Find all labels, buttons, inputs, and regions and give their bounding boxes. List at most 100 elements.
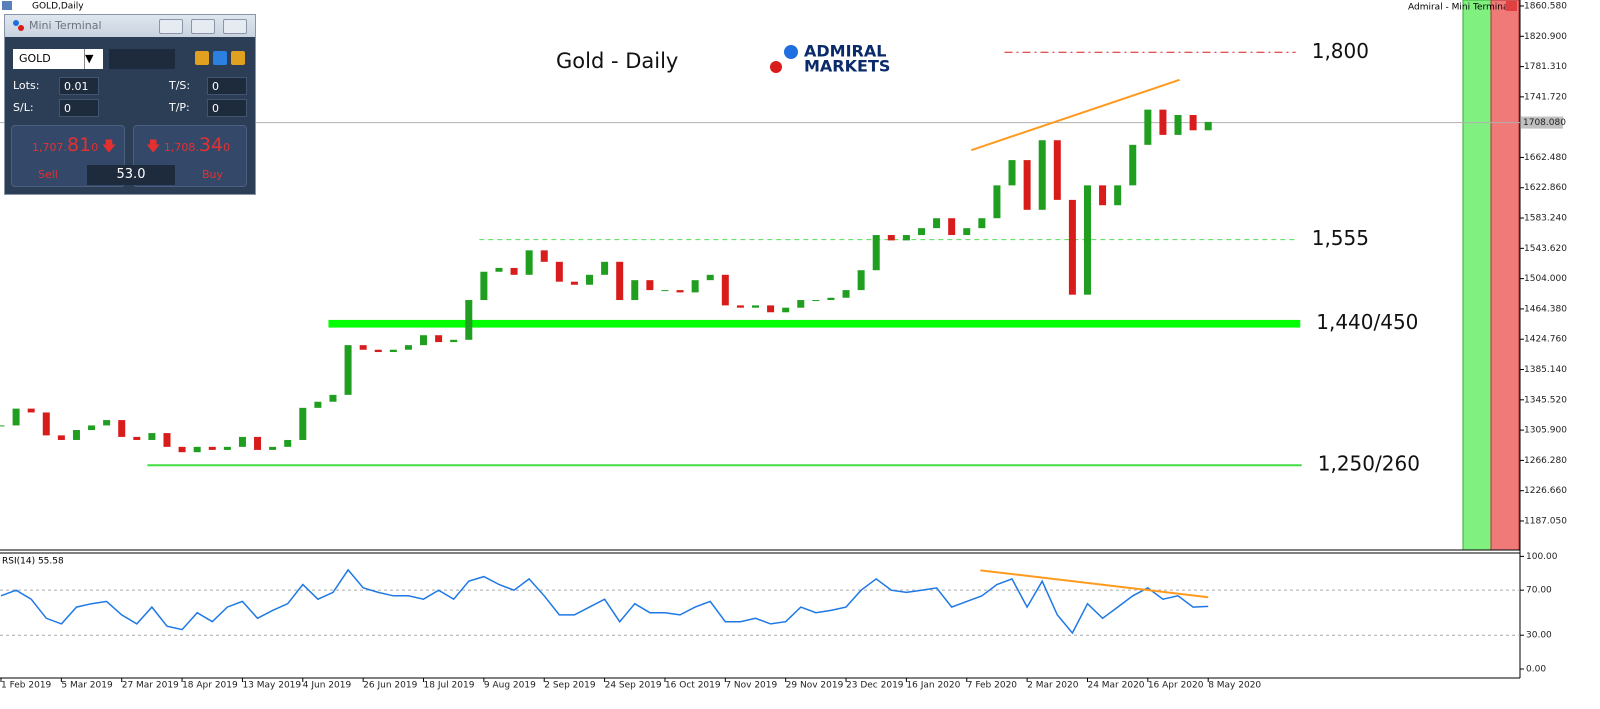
sell-box[interactable]: 1,707.810 🡇 Sell	[11, 125, 125, 187]
maximize-button[interactable]	[191, 19, 215, 34]
candle	[299, 407, 307, 440]
candle	[1144, 109, 1152, 145]
close-button[interactable]	[223, 19, 247, 34]
y-tick-label: 1781.310	[1524, 62, 1567, 72]
buy-pressure-bar	[1462, 0, 1492, 551]
candle	[857, 270, 865, 291]
candle	[163, 433, 171, 447]
sell-label: Sell	[38, 168, 58, 181]
candle	[329, 394, 337, 402]
x-tick-label: 7 Feb 2020	[967, 681, 1018, 691]
candle	[284, 439, 292, 447]
settings-button[interactable]	[213, 51, 227, 65]
candle	[1159, 109, 1167, 135]
buy-price: 34	[198, 134, 224, 156]
candle	[193, 446, 201, 453]
volume-input[interactable]: 53.0	[87, 165, 175, 185]
candle	[1023, 160, 1031, 210]
buy-price: 1,708.	[163, 141, 199, 154]
x-tick-label: 24 Sep 2019	[605, 681, 662, 691]
tool-button[interactable]	[195, 51, 209, 65]
candle	[963, 228, 971, 236]
candle	[314, 401, 322, 408]
rsi-title: RSI(14) 55.58	[2, 557, 64, 567]
y-tick-label: 1345.520	[1524, 395, 1567, 405]
symbol-input[interactable]	[109, 49, 175, 69]
candle	[510, 267, 518, 275]
candle	[88, 425, 96, 431]
candle	[359, 345, 367, 350]
x-tick-label: 18 Jul 2019	[424, 681, 475, 691]
x-tick-label: 24 Mar 2020	[1087, 681, 1144, 691]
y-tick-label: 1622.860	[1524, 183, 1567, 193]
candle	[948, 218, 956, 236]
tool-button[interactable]	[231, 51, 245, 65]
y-tick-label: 1226.660	[1524, 486, 1567, 496]
candle	[872, 235, 880, 271]
candle	[721, 274, 729, 306]
field-input[interactable]: 0	[207, 77, 247, 95]
x-tick-label: 16 Jan 2020	[906, 681, 960, 691]
x-tick-label: 7 Nov 2019	[725, 681, 777, 691]
y-tick-label: 1187.050	[1524, 516, 1567, 526]
window-icon	[2, 1, 12, 10]
candle	[616, 261, 624, 301]
close-icon[interactable]	[1506, 1, 1517, 11]
candle	[691, 280, 699, 293]
candle	[1099, 185, 1107, 206]
field-input[interactable]: 0	[207, 99, 247, 117]
candle	[223, 446, 231, 450]
candle	[208, 446, 216, 450]
x-tick-label: 26 Jun 2019	[363, 681, 417, 691]
logo-dot	[770, 61, 782, 73]
x-tick-label: 1 Feb 2019	[1, 681, 52, 691]
x-tick-label: 5 Mar 2019	[61, 681, 113, 691]
level-label: 1,250/260	[1318, 452, 1420, 476]
candle	[902, 235, 910, 241]
candle	[782, 307, 790, 313]
symbol: GOLD	[19, 52, 51, 65]
candle	[586, 274, 594, 285]
symbol-select[interactable]: GOLD ▼	[13, 49, 103, 69]
candle	[269, 446, 277, 450]
buy-label: Buy	[202, 168, 224, 181]
x-tick-label: 8 May 2020	[1208, 681, 1261, 691]
support-band	[328, 319, 1301, 328]
candle	[344, 345, 352, 395]
candle	[736, 305, 744, 308]
y-tick-label: 1504.000	[1524, 274, 1567, 284]
x-tick-label: 2 Mar 2020	[1027, 681, 1079, 691]
candle	[1038, 140, 1046, 210]
candle	[827, 297, 835, 301]
candle	[1053, 140, 1061, 200]
y-tick-label: 1662.480	[1524, 153, 1567, 163]
candle	[1083, 185, 1091, 295]
candle	[238, 436, 246, 447]
level-label: 1,555	[1312, 226, 1369, 250]
candle	[887, 235, 895, 241]
sell-price: 0	[91, 141, 99, 154]
y-tick-label: 1543.620	[1524, 244, 1567, 254]
x-tick-label: 18 Apr 2019	[182, 681, 238, 691]
sell-pressure-bar	[1490, 0, 1520, 551]
chart-title: Gold - Daily	[556, 49, 678, 73]
candle	[917, 228, 925, 236]
field-input[interactable]: 0.01	[59, 77, 99, 95]
x-tick-label: 13 May 2019	[242, 681, 301, 691]
candle	[465, 300, 473, 340]
candle	[842, 290, 850, 298]
candle	[133, 436, 141, 440]
candle	[450, 339, 458, 343]
terminal-title: Mini Terminal	[29, 19, 102, 32]
minimize-button[interactable]	[159, 19, 183, 34]
candle	[1189, 115, 1197, 131]
y-tick-label: 1860.580	[1524, 1, 1567, 11]
candle	[978, 218, 986, 229]
candle	[661, 290, 669, 292]
candle	[1204, 121, 1212, 131]
x-tick-label: 27 Mar 2019	[122, 681, 179, 691]
candle	[676, 290, 684, 293]
field-input[interactable]: 0	[59, 99, 99, 117]
x-tick-label: 16 Oct 2019	[665, 681, 721, 691]
candle	[1114, 185, 1122, 206]
